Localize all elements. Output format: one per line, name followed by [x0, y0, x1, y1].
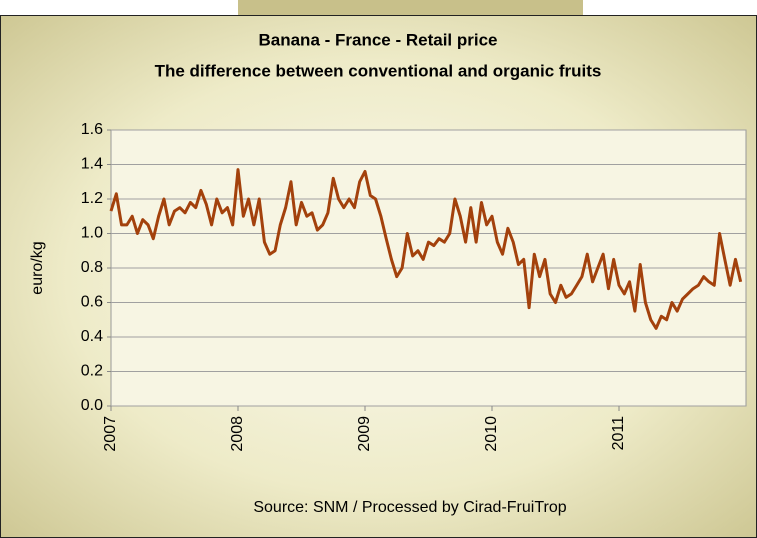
- y-tick-label: 0.2: [81, 363, 103, 380]
- chart-subtitle: The difference between conventional and …: [155, 61, 602, 80]
- source-note: Source: SNM / Processed by Cirad-FruiTro…: [253, 499, 566, 516]
- x-tick-label: 2009: [356, 416, 373, 452]
- y-tick-label: 0.0: [81, 397, 103, 414]
- chart-title: Banana - France - Retail price: [258, 30, 497, 49]
- x-tick-label: 2007: [102, 416, 119, 452]
- y-tick-label: 1.2: [81, 190, 103, 207]
- y-tick-label: 1.0: [81, 225, 103, 242]
- x-tick-label: 2010: [483, 416, 500, 452]
- x-tick-label: 2011: [610, 416, 627, 451]
- y-axis-label: euro/kg: [29, 241, 46, 294]
- y-tick-label: 1.6: [81, 121, 103, 138]
- y-tick-label: 0.6: [81, 294, 103, 311]
- y-tick-label: 0.4: [81, 328, 103, 345]
- y-tick-label: 1.4: [81, 156, 103, 173]
- y-tick-label: 0.8: [81, 259, 103, 276]
- x-tick-label: 2008: [229, 416, 246, 452]
- data-line: [109, 168, 743, 330]
- top-tab: [238, 0, 583, 16]
